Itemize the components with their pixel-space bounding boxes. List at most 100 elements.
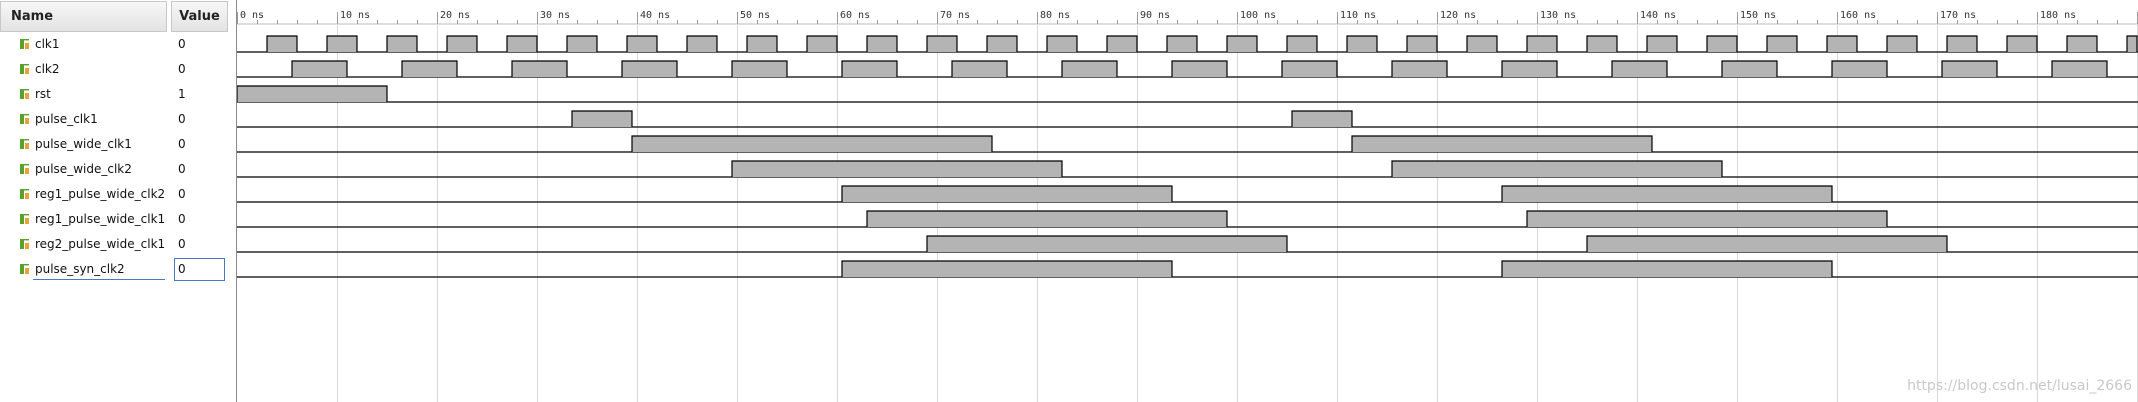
wave-high-segment-edge: [1831, 60, 1888, 77]
wave-high-segment-edge: [1526, 35, 1558, 52]
signal-name: reg1_pulse_wide_clk1: [35, 212, 166, 226]
signal-name: rst: [35, 87, 51, 101]
wave-high-segment-edge: [326, 35, 358, 52]
wave-high-segment-edge: [841, 185, 1173, 202]
pane-divider[interactable]: [236, 0, 237, 402]
ruler-tick-label: 70 ns: [940, 10, 970, 21]
wave-high-segment: [572, 111, 632, 127]
wave-high-segment: [1392, 61, 1447, 77]
wave-high-segment-edge: [926, 35, 958, 52]
signal-icon: [20, 139, 29, 149]
wave-high-segment: [512, 61, 567, 77]
wave-high-segment-edge: [841, 60, 898, 77]
wave-high-segment: [867, 211, 1227, 227]
signal-value: 0: [178, 112, 186, 126]
signal-value: 0: [178, 37, 186, 51]
signal-name: reg2_pulse_wide_clk1: [35, 237, 166, 251]
wave-high-segment: [1062, 61, 1117, 77]
signal-row[interactable]: reg1_pulse_wide_clk1 0: [0, 207, 236, 232]
signal-row[interactable]: pulse_wide_clk2 0: [0, 157, 236, 182]
wave-high-segment: [842, 261, 1172, 277]
wave-high-segment-edge: [686, 35, 718, 52]
wave-high-segment: [567, 36, 597, 52]
wave-high-segment: [807, 36, 837, 52]
wave-high-segment: [1612, 61, 1667, 77]
wave-high-segment: [842, 186, 1172, 202]
value-column-header[interactable]: Value: [171, 1, 228, 32]
signal-row[interactable]: pulse_clk1 0: [0, 107, 236, 132]
wave-high-segment: [1827, 36, 1857, 52]
wave-high-segment: [2127, 36, 2137, 52]
signal-row[interactable]: clk1 0: [0, 32, 236, 57]
waveform-canvas[interactable]: 0 ns 10 ns 20 ns 30 ns 40 ns 50 ns 60 ns 70 ns 8…: [237, 0, 2138, 402]
signal-value: 1: [178, 87, 186, 101]
wave-high-segment: [1292, 111, 1352, 127]
wave-high-segment-edge: [1466, 35, 1498, 52]
wave-high-segment: [1392, 161, 1722, 177]
wave-high-segment: [1107, 36, 1137, 52]
signal-row[interactable]: clk2 0: [0, 57, 236, 82]
wave-high-segment: [1722, 61, 1777, 77]
wave-high-segment: [1587, 36, 1617, 52]
ruler-tick-label: 160 ns: [1840, 10, 1876, 21]
wave-high-segment: [2067, 36, 2097, 52]
wave-high-segment-edge: [1501, 185, 1833, 202]
ruler-tick-label: 50 ns: [740, 10, 770, 21]
wave-high-segment: [447, 36, 477, 52]
wave-high-segment-edge: [1586, 35, 1618, 52]
signal-row[interactable]: pulse_syn_clk2 0: [0, 257, 236, 282]
wave-high-segment-edge: [951, 60, 1008, 77]
wave-high-segment-edge: [1406, 35, 1438, 52]
ruler-tick-label: 0 ns: [240, 10, 264, 21]
signal-value: 0: [178, 62, 186, 76]
ruler-tick-label: 20 ns: [440, 10, 470, 21]
wave-high-segment: [1287, 36, 1317, 52]
signal-row[interactable]: reg1_pulse_wide_clk2 0: [0, 182, 236, 207]
name-column-header[interactable]: Name: [0, 1, 167, 32]
wave-high-segment-edge: [1766, 35, 1798, 52]
wave-high-segment-edge: [1391, 60, 1448, 77]
wave-high-segment: [1587, 236, 1947, 252]
wave-high-segment-edge: [1061, 60, 1118, 77]
wave-high-segment-edge: [1106, 35, 1138, 52]
signal-row[interactable]: rst 1: [0, 82, 236, 107]
wave-high-segment-edge: [1226, 35, 1258, 52]
wave-high-segment-edge: [1886, 35, 1918, 52]
signal-row[interactable]: reg2_pulse_wide_clk1 0: [0, 232, 236, 257]
wave-high-segment-edge: [571, 110, 633, 127]
signal-value: 0: [178, 137, 186, 151]
wave-high-segment: [927, 36, 957, 52]
wave-high-segment: [622, 61, 677, 77]
wave-high-segment-edge: [446, 35, 478, 52]
wave-high-segment-edge: [1721, 60, 1778, 77]
wave-high-segment-edge: [1171, 60, 1228, 77]
wave-high-segment-edge: [237, 85, 388, 102]
wave-high-segment: [1502, 261, 1832, 277]
wave-high-segment: [842, 61, 897, 77]
wave-high-segment: [1047, 36, 1077, 52]
ruler-tick-label: 80 ns: [1040, 10, 1070, 21]
wave-high-segment-edge: [1351, 135, 1653, 152]
wave-high-segment: [1647, 36, 1677, 52]
wave-high-segment: [952, 61, 1007, 77]
ruler-tick-label: 170 ns: [1940, 10, 1976, 21]
wave-high-segment: [1707, 36, 1737, 52]
wave-high-segment: [1832, 61, 1887, 77]
signal-name: pulse_syn_clk2: [35, 262, 125, 276]
wave-high-segment: [687, 36, 717, 52]
wave-high-segment-edge: [1391, 160, 1723, 177]
signal-row[interactable]: pulse_wide_clk1 0: [0, 132, 236, 157]
wave-high-segment-edge: [626, 35, 658, 52]
wave-high-segment-edge: [731, 160, 1063, 177]
signal-value: 0: [178, 212, 186, 226]
wave-high-segment-edge: [291, 60, 348, 77]
wave-high-segment: [1767, 36, 1797, 52]
wave-high-segment: [987, 36, 1017, 52]
signal-value: 0: [178, 262, 186, 276]
wave-high-segment-edge: [1946, 35, 1978, 52]
signal-icon: [20, 189, 29, 199]
wave-high-segment: [387, 36, 417, 52]
signal-value: 0: [178, 187, 186, 201]
wave-high-segment: [1947, 36, 1977, 52]
signal-name: clk2: [35, 62, 60, 76]
